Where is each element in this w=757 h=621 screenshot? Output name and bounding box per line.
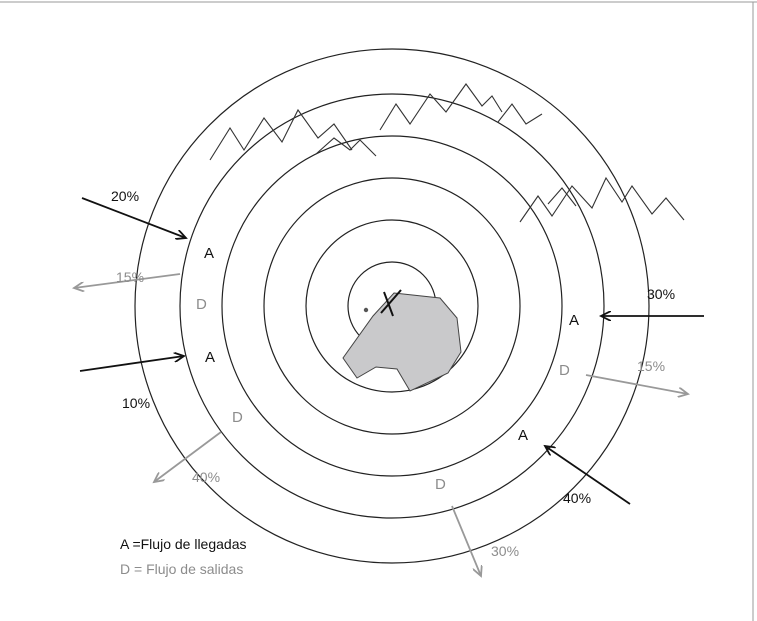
departure-flow-letter: D: [232, 409, 243, 426]
legend-departures: D = Flujo de salidas: [120, 561, 243, 577]
arrival-arrow-2: [79, 356, 184, 372]
arrival-percent-label: 10%: [122, 395, 150, 411]
arrival-flow-letter: A: [204, 245, 214, 262]
arrival-arrow-4: [545, 446, 631, 505]
legend-arrivals: A =Flujo de llegadas: [120, 536, 246, 552]
concentric-rings: [134, 48, 650, 564]
legend: A =Flujo de llegadas D = Flujo de salida…: [120, 536, 246, 577]
arrival-flow-letter: A: [569, 312, 579, 329]
arrival-percent-label: 30%: [647, 286, 675, 302]
departure-arrows: [74, 273, 688, 576]
departure-flow-letter: D: [435, 476, 446, 493]
arrival-arrow-1: [81, 197, 186, 238]
ring-5: [179, 93, 605, 519]
departure-arrow-3: [585, 374, 688, 394]
departure-percent-label: 30%: [491, 543, 519, 559]
arrival-arrows: [79, 197, 704, 505]
departure-flow-letter: D: [559, 362, 570, 379]
mountain-range-icon: [209, 83, 685, 223]
arrival-percent-label: 20%: [111, 188, 139, 204]
departure-percent-label: 15%: [637, 358, 665, 374]
runway-cross-icon: [380, 289, 402, 317]
departure-percent-label: 40%: [192, 469, 220, 485]
center-dot-icon: [363, 307, 369, 313]
ring-4: [221, 135, 563, 477]
arrival-flow-letter: A: [205, 349, 215, 366]
departure-arrow-1: [74, 273, 181, 288]
ring-3: [263, 177, 521, 435]
departure-percent-label: 15%: [116, 269, 144, 285]
arrival-flow-letter: A: [518, 427, 528, 444]
arrival-percent-label: 40%: [563, 490, 591, 506]
airport-area-shape: [342, 292, 462, 392]
ring-2: [305, 219, 479, 393]
ring-6: [134, 48, 650, 564]
departure-arrow-2: [154, 431, 222, 482]
departure-arrow-4: [451, 505, 481, 576]
departure-flow-letter: D: [196, 296, 207, 313]
